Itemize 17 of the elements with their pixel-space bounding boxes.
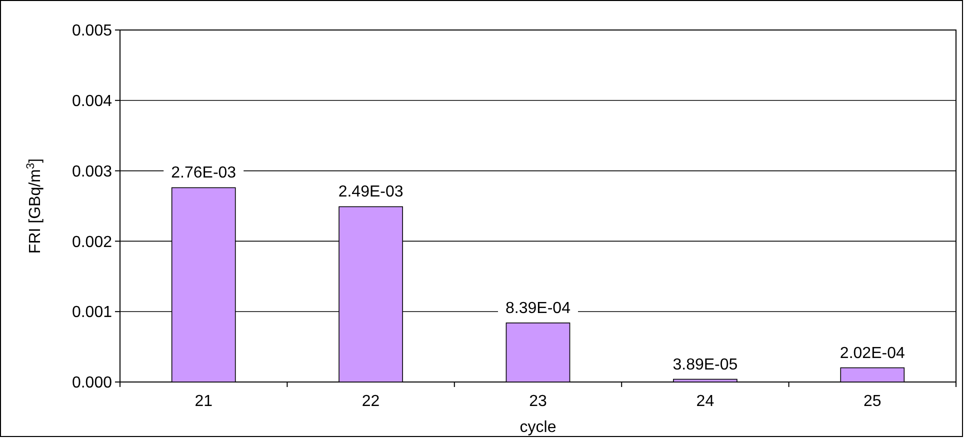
x-tick-label: 22 bbox=[362, 393, 380, 410]
data-label: 2.49E-03 bbox=[338, 184, 404, 201]
data-label: 8.39E-04 bbox=[506, 300, 571, 317]
data-label: 3.89E-05 bbox=[672, 356, 738, 374]
data-label: 2.76E-03 bbox=[171, 164, 236, 182]
data-label: 2.02E-04 bbox=[840, 344, 905, 362]
x-tick-label: 23 bbox=[529, 393, 547, 410]
x-axis-title: cycle bbox=[520, 419, 556, 436]
y-tick-label: 0.005 bbox=[72, 22, 112, 40]
y-tick-label: 0.002 bbox=[72, 234, 112, 251]
x-tick-label: 21 bbox=[194, 393, 213, 410]
y-tick-label: 0.000 bbox=[72, 374, 112, 392]
y-tick-label: 0.004 bbox=[72, 93, 112, 110]
y-tick-label: 0.001 bbox=[72, 304, 112, 322]
x-tick-label: 25 bbox=[864, 393, 882, 410]
x-tick-label: 24 bbox=[696, 393, 714, 410]
y-tick-label: 0.003 bbox=[72, 163, 112, 180]
